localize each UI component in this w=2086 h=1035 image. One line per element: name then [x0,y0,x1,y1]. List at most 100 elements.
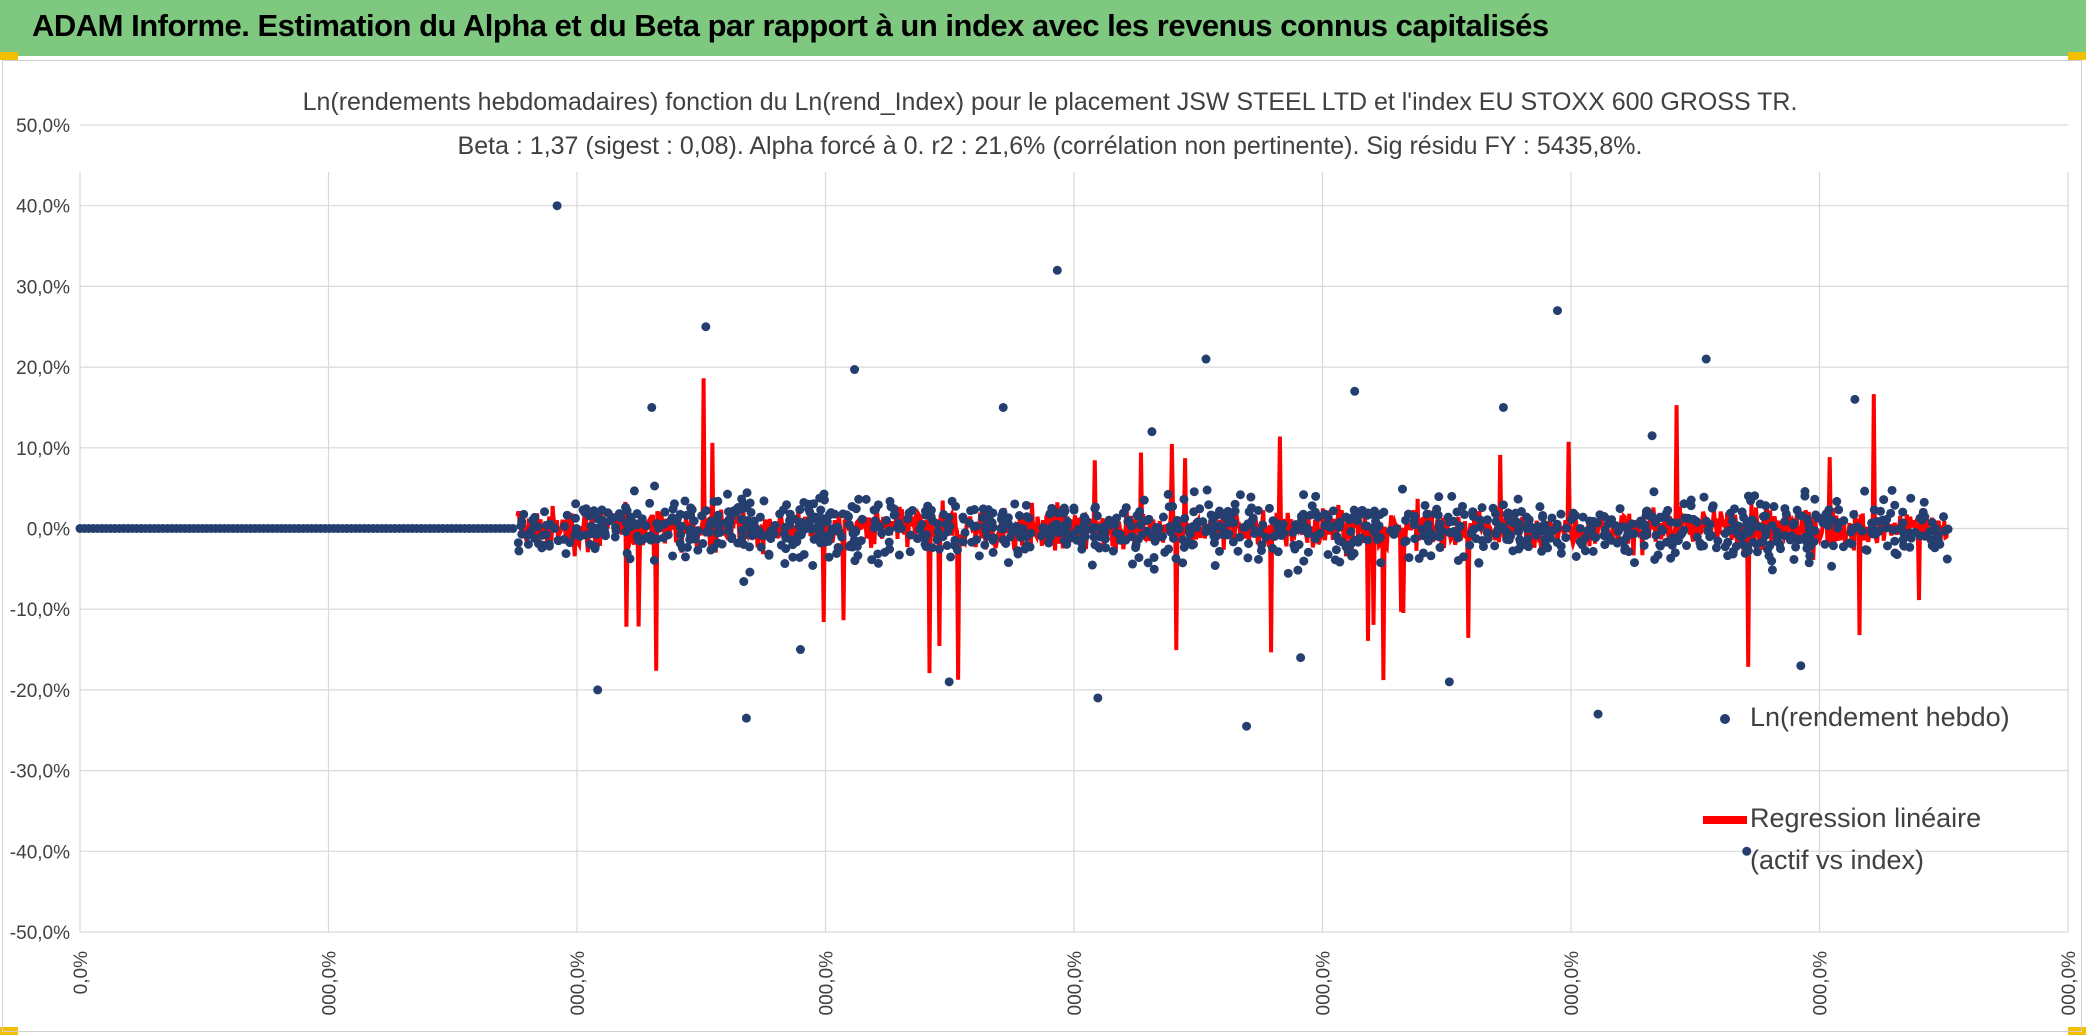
scatter-point [1789,533,1799,543]
scatter-point [812,522,822,532]
scatter-point [747,531,757,541]
scatter-point [1243,553,1253,563]
scatter-point [974,551,984,561]
scatter-point [689,516,699,526]
scatter-point [593,514,603,524]
scatter-point [809,534,819,544]
scatter-point [816,505,826,515]
scatter-point [1013,549,1023,559]
scatter-point [1021,500,1031,510]
scatter-point [591,523,601,533]
scatter-point [733,538,743,548]
scatter-point [903,514,913,524]
scatter-point [945,521,955,531]
scatter-point [1765,541,1775,551]
scatter-point [1108,546,1118,556]
y-tick-label: -20,0% [10,681,70,702]
scatter-point [668,551,678,561]
scatter-point [1850,394,1860,404]
scatter-point [677,543,687,553]
scatter-point [837,532,847,542]
scatter-point [1368,525,1378,535]
scatter-point [1299,490,1309,500]
scatter-point [1600,540,1610,550]
scatter-point [1755,499,1765,509]
scatter-point [573,529,583,539]
scatter-point [672,513,682,523]
scatter-point [1607,535,1617,545]
scatter-point [1426,551,1436,561]
scatter-point [781,533,791,543]
scatter-point [854,494,864,504]
scatter-point [1343,545,1353,555]
scatter-point [1147,427,1157,437]
scatter-point [1094,543,1104,553]
scatter-point [1425,528,1435,538]
scatter-point [1541,540,1551,550]
scatter-point [1149,552,1159,562]
scatter-point [1204,500,1214,510]
scatter-point [1929,526,1939,536]
scatter-point [1618,522,1628,532]
scatter-point [523,539,533,549]
scatter-point [967,537,977,547]
scatter-point [1661,512,1671,522]
scatter-point [514,546,524,556]
scatter-point [1424,536,1434,546]
scatter-point [1742,519,1752,529]
scatter-point [677,521,687,531]
scatter-point [1299,556,1309,566]
scatter-point [540,507,550,517]
scatter-point [933,519,943,529]
scatter-point [1202,485,1212,495]
scatter-point [1253,505,1263,515]
scatter-point [1545,533,1555,543]
scatter-point [1788,520,1798,530]
scatter-point [1899,541,1909,551]
scatter-point [906,530,916,540]
scatter-point [805,516,815,526]
scatter-point [1167,525,1177,535]
scatter-point [896,523,906,533]
scatter-point [780,559,790,569]
scatter-point [626,521,636,531]
scatter-point [822,517,832,527]
scatter-point [1135,507,1145,517]
scatter-point [1862,545,1872,555]
scatter-point [1696,541,1706,551]
scatter-point [756,542,766,552]
scatter-point [687,505,697,515]
scatter-point [1095,532,1105,542]
scatter-point [1477,536,1487,546]
scatter-point [1701,354,1711,364]
scatter-point [1050,520,1060,530]
scatter-point [1767,565,1777,575]
scatter-point [759,496,769,506]
scatter-point [1261,532,1271,542]
scatter-point [1323,513,1333,523]
scatter-point [1686,495,1696,505]
scatter-point [1422,509,1432,519]
scatter-point [1591,533,1601,543]
scatter-point [1639,540,1649,550]
scatter-point [1515,535,1525,545]
scatter-point [947,496,957,506]
scatter-point [1135,520,1145,530]
scatter-point [873,549,883,559]
scatter-point [1079,512,1089,522]
scatter-point [1168,533,1178,543]
scatter-point [869,523,879,533]
scatter-point [1767,521,1777,531]
scatter-point [1179,494,1189,504]
scatter-point [610,532,620,542]
scatter-point [871,504,881,514]
scatter-point [629,486,639,496]
scatter-point [1038,522,1048,532]
scatter-point [921,542,931,552]
scatter-point [1188,521,1198,531]
scatter-point [685,527,695,537]
scatter-point [788,552,798,562]
scatter-point [1849,509,1859,519]
scatter-point [571,499,581,509]
scatter-point [1792,505,1802,515]
